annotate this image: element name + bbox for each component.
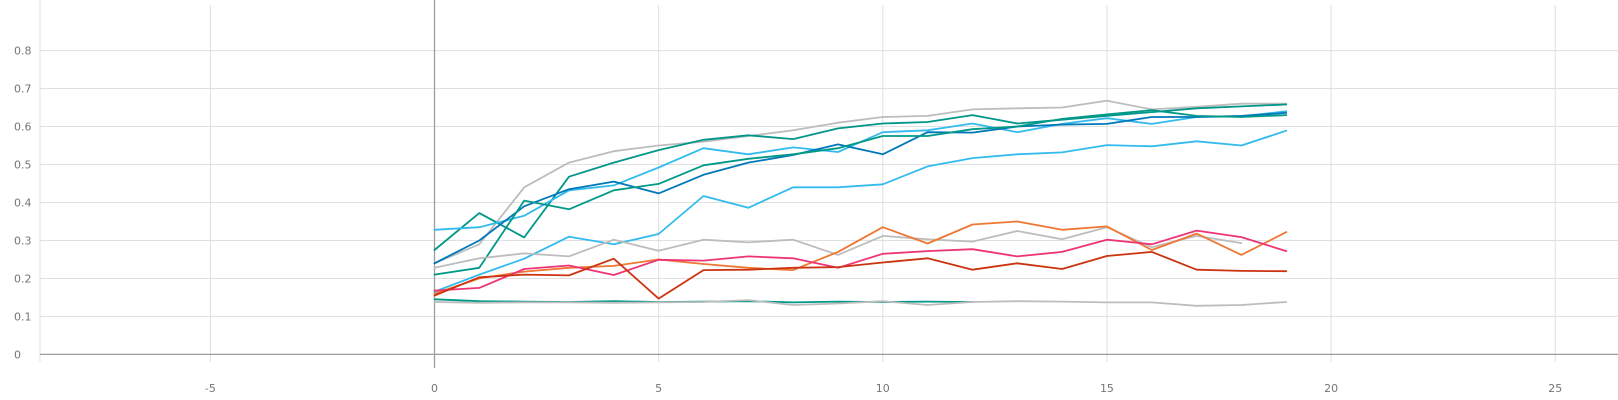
series-line-2 xyxy=(433,103,1288,251)
x-tick-label: 15 xyxy=(1100,382,1114,395)
y-tick-label: 0.4 xyxy=(14,196,32,209)
y-tick-label: 0.8 xyxy=(14,45,32,58)
y-tick-label: 0.3 xyxy=(14,234,32,247)
tick-labels: 0 0.1 0.2 0.3 0.4 0.5 0.6 0.7 0.8 -5 0 5 10 15 20 25 xyxy=(14,45,1562,395)
grid xyxy=(39,0,1618,362)
axes xyxy=(40,0,1618,368)
series-line-5 xyxy=(433,109,1288,276)
series-line-9 xyxy=(433,229,1288,292)
y-tick-label: 0.1 xyxy=(14,310,32,323)
series-line-8 xyxy=(433,220,1288,295)
x-tick-label: 0 xyxy=(431,382,438,395)
y-tick-label: 0.7 xyxy=(14,83,32,96)
series-line-10 xyxy=(433,250,1288,300)
series-line-12 xyxy=(433,299,1288,307)
x-tick-label: 25 xyxy=(1548,382,1562,395)
x-tick-label: 5 xyxy=(655,382,662,395)
x-tick-label: 20 xyxy=(1324,382,1338,395)
series-group xyxy=(433,99,1288,307)
y-tick-label: 0.6 xyxy=(14,121,32,134)
series-line-6 xyxy=(433,129,1288,293)
x-tick-label: 10 xyxy=(876,382,890,395)
x-tick-label: -5 xyxy=(205,382,216,395)
series-line-1 xyxy=(433,99,1288,265)
series-line-3 xyxy=(433,110,1288,231)
y-tick-label: 0 xyxy=(14,348,21,361)
y-tick-label: 0.2 xyxy=(14,272,32,285)
y-tick-label: 0.5 xyxy=(14,159,32,172)
series-line-4 xyxy=(433,112,1288,265)
